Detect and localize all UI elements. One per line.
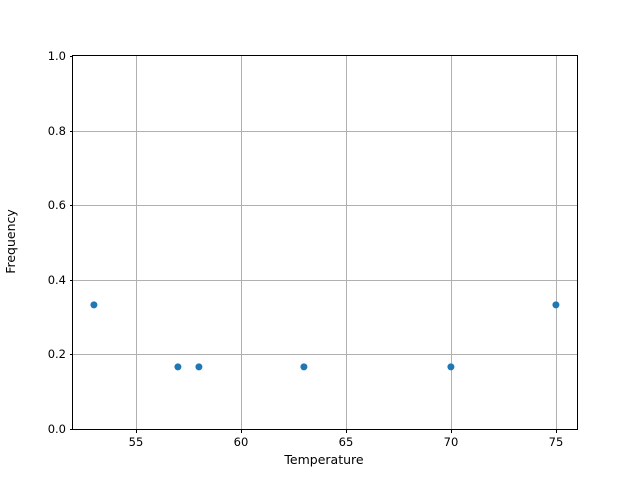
y-axis-tick-label: 0.4 [47,272,66,287]
x-axis-tick [451,429,452,433]
x-axis-tick [136,429,137,433]
plot-area [73,56,577,429]
x-gridline [241,56,242,429]
plot-axes: 55 60 65 70 75 0.0 0.2 0.4 0.6 0.8 1.0 [48,49,578,449]
y-gridline [73,130,577,132]
y-axis-tick [69,56,73,57]
y-axis-tick-label: 1.0 [47,49,66,63]
y-axis-tick [69,279,73,281]
x-axis-tick-label: 55 [128,435,144,449]
x-axis-tick-label: 65 [338,435,354,449]
y-gridline [73,279,577,281]
scatter-point [90,301,98,309]
x-axis-tick [556,429,557,433]
x-gridline [556,56,557,429]
x-axis-tick-label: 60 [233,435,249,449]
y-axis-tick-label: 0.0 [47,422,66,436]
y-axis-label-text: Frequency [2,209,18,274]
scatter-point [300,363,308,371]
y-axis-tick-label: 0.2 [47,347,66,362]
y-axis-tick-label: 0.6 [47,198,66,213]
scatter-point [174,363,182,371]
x-axis-tick [241,429,242,433]
x-axis-label-text: Temperature [284,452,364,467]
scatter-point [552,301,560,309]
x-gridline [451,56,452,429]
scatter-point [195,363,203,371]
x-axis-tick-label: 70 [443,435,459,449]
y-axis-tick [69,205,73,207]
x-axis-tick [346,429,347,433]
y-axis-tick [69,130,73,132]
y-axis-tick [69,354,73,356]
x-axis-label: Temperature [72,452,576,467]
x-gridline [136,56,137,429]
y-axis-tick-label: 0.8 [47,123,66,138]
scatter-point [447,363,455,371]
y-gridline [73,205,577,207]
y-axis-tick [69,429,73,430]
y-gridline [73,354,577,356]
x-axis-tick-label: 75 [548,435,564,449]
y-axis-label: Frequency [0,55,20,428]
x-gridline [346,56,347,429]
